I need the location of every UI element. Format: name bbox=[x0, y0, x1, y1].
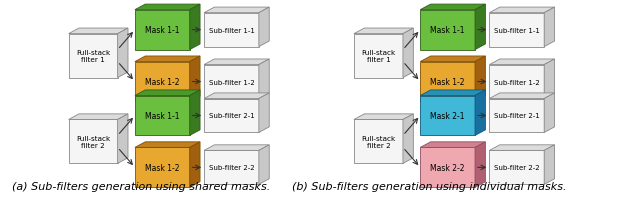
Polygon shape bbox=[420, 11, 475, 50]
Polygon shape bbox=[490, 14, 544, 47]
Polygon shape bbox=[204, 65, 259, 99]
Polygon shape bbox=[420, 57, 485, 62]
Polygon shape bbox=[189, 57, 200, 102]
Polygon shape bbox=[420, 148, 475, 187]
Polygon shape bbox=[204, 99, 259, 133]
Polygon shape bbox=[204, 145, 269, 151]
Text: Mask 1-1: Mask 1-1 bbox=[145, 111, 180, 120]
Polygon shape bbox=[259, 145, 269, 184]
Polygon shape bbox=[204, 14, 259, 47]
Text: Mask 2-2: Mask 2-2 bbox=[430, 163, 465, 172]
Text: Full-stack
filter 1: Full-stack filter 1 bbox=[362, 50, 396, 63]
Polygon shape bbox=[259, 8, 269, 47]
Polygon shape bbox=[475, 5, 485, 50]
Polygon shape bbox=[490, 8, 555, 14]
Polygon shape bbox=[135, 5, 200, 11]
Polygon shape bbox=[259, 93, 269, 133]
Text: Full-stack
filter 2: Full-stack filter 2 bbox=[76, 135, 110, 148]
Polygon shape bbox=[544, 60, 555, 99]
Polygon shape bbox=[118, 114, 128, 164]
Polygon shape bbox=[68, 114, 128, 120]
Polygon shape bbox=[403, 29, 413, 78]
Polygon shape bbox=[135, 62, 189, 102]
Text: Sub-filter 1-1: Sub-filter 1-1 bbox=[494, 27, 540, 33]
Polygon shape bbox=[189, 5, 200, 50]
Text: (b) Sub-filters generation using individual masks.: (b) Sub-filters generation using individ… bbox=[292, 181, 566, 191]
Polygon shape bbox=[204, 8, 269, 14]
Polygon shape bbox=[490, 65, 544, 99]
Polygon shape bbox=[204, 60, 269, 65]
Polygon shape bbox=[68, 29, 128, 34]
Text: Mask 2-1: Mask 2-1 bbox=[430, 111, 465, 120]
Polygon shape bbox=[475, 57, 485, 102]
Text: Sub-filter 1-1: Sub-filter 1-1 bbox=[209, 27, 255, 33]
Text: Sub-filter 1-2: Sub-filter 1-2 bbox=[494, 79, 540, 85]
Polygon shape bbox=[490, 151, 544, 184]
Polygon shape bbox=[490, 60, 555, 65]
Text: Mask 1-2: Mask 1-2 bbox=[145, 163, 180, 172]
Text: (a) Sub-filters generation using shared masks.: (a) Sub-filters generation using shared … bbox=[12, 181, 270, 191]
Polygon shape bbox=[204, 93, 269, 99]
Polygon shape bbox=[420, 96, 475, 136]
Polygon shape bbox=[490, 93, 555, 99]
Text: Mask 1-2: Mask 1-2 bbox=[430, 78, 465, 87]
Polygon shape bbox=[68, 34, 118, 78]
Text: Sub-filter 1-2: Sub-filter 1-2 bbox=[209, 79, 254, 85]
Text: Sub-filter 2-1: Sub-filter 2-1 bbox=[209, 113, 254, 119]
Polygon shape bbox=[259, 60, 269, 99]
Polygon shape bbox=[204, 151, 259, 184]
Polygon shape bbox=[135, 11, 189, 50]
Polygon shape bbox=[68, 120, 118, 164]
Polygon shape bbox=[354, 34, 403, 78]
Text: Full-stack
filter 1: Full-stack filter 1 bbox=[76, 50, 110, 63]
Polygon shape bbox=[490, 145, 555, 151]
Polygon shape bbox=[135, 142, 200, 148]
Text: Mask 1-1: Mask 1-1 bbox=[145, 26, 180, 35]
Polygon shape bbox=[490, 99, 544, 133]
Polygon shape bbox=[420, 142, 485, 148]
Text: Sub-filter 2-1: Sub-filter 2-1 bbox=[494, 113, 540, 119]
Polygon shape bbox=[544, 8, 555, 47]
Polygon shape bbox=[544, 93, 555, 133]
Polygon shape bbox=[403, 114, 413, 164]
Text: Mask 1-2: Mask 1-2 bbox=[145, 78, 180, 87]
Polygon shape bbox=[354, 120, 403, 164]
Polygon shape bbox=[135, 96, 189, 136]
Polygon shape bbox=[354, 29, 413, 34]
Polygon shape bbox=[135, 57, 200, 62]
Text: Mask 1-1: Mask 1-1 bbox=[430, 26, 465, 35]
Polygon shape bbox=[354, 114, 413, 120]
Polygon shape bbox=[475, 90, 485, 136]
Polygon shape bbox=[135, 148, 189, 187]
Polygon shape bbox=[420, 62, 475, 102]
Polygon shape bbox=[420, 90, 485, 96]
Polygon shape bbox=[135, 90, 200, 96]
Polygon shape bbox=[189, 90, 200, 136]
Polygon shape bbox=[475, 142, 485, 187]
Text: Sub-filter 2-2: Sub-filter 2-2 bbox=[209, 165, 254, 171]
Polygon shape bbox=[118, 29, 128, 78]
Text: Sub-filter 2-2: Sub-filter 2-2 bbox=[494, 165, 540, 171]
Polygon shape bbox=[420, 5, 485, 11]
Text: Full-stack
filter 2: Full-stack filter 2 bbox=[362, 135, 396, 148]
Polygon shape bbox=[544, 145, 555, 184]
Polygon shape bbox=[189, 142, 200, 187]
